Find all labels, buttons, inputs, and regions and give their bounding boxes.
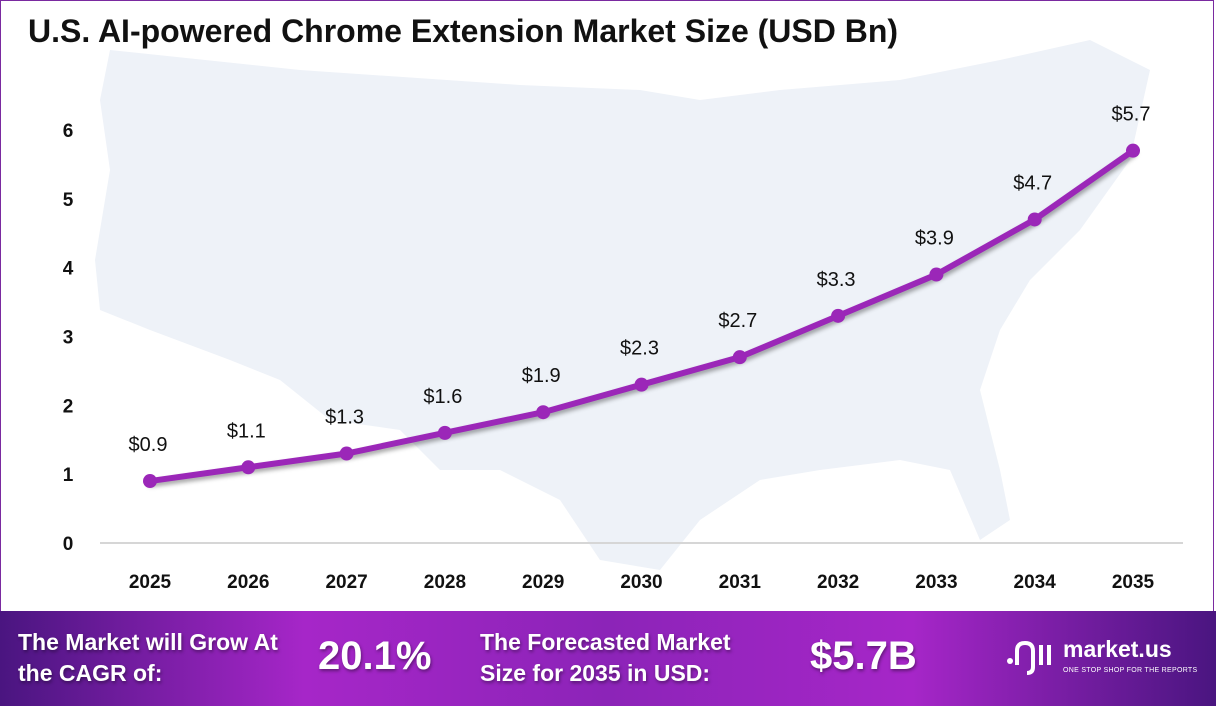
x-tick-label: 2031 — [719, 572, 762, 593]
data-label: $2.3 — [620, 338, 659, 360]
data-point — [831, 308, 846, 323]
data-point — [143, 474, 157, 489]
y-tick-label: 6 — [63, 121, 74, 142]
x-tick-label: 2035 — [1112, 572, 1155, 593]
data-point — [241, 460, 256, 475]
data-point — [929, 267, 944, 282]
data-point — [536, 405, 551, 420]
x-tick-label: 2028 — [424, 572, 466, 593]
y-tick-label: 3 — [63, 328, 74, 349]
x-tick-label: 2033 — [915, 572, 957, 593]
data-label: $1.9 — [522, 365, 561, 387]
chart-frame — [0, 0, 1214, 612]
cagr-value: 20.1% — [318, 634, 432, 678]
data-point — [634, 377, 649, 392]
forecast-value: $5.7B — [810, 634, 917, 678]
data-label: $5.7 — [1112, 104, 1151, 126]
y-tick-label: 5 — [63, 190, 74, 211]
data-label: $1.1 — [227, 420, 266, 442]
data-point — [437, 425, 452, 440]
data-point — [339, 446, 354, 461]
logo-tagline: ONE STOP SHOP FOR THE REPORTS — [1063, 667, 1198, 674]
data-label: $0.9 — [129, 434, 168, 456]
data-point — [1126, 143, 1140, 158]
logo-name: market.us — [1063, 636, 1172, 662]
y-tick-label: 4 — [63, 259, 74, 280]
x-tick-label: 2030 — [620, 572, 662, 593]
forecast-label: The Forecasted Market Size for 2035 in U… — [480, 629, 731, 686]
data-point — [1027, 212, 1042, 227]
data-label: $2.7 — [718, 310, 757, 332]
y-tick-label: 0 — [63, 534, 74, 555]
x-tick-label: 2026 — [227, 572, 269, 593]
chart-title: U.S. AI-powered Chrome Extension Market … — [28, 13, 899, 49]
x-tick-label: 2027 — [325, 572, 367, 593]
line-chart: 0 1 2 3 4 5 6 2025 2026 2027 2028 2029 2030 2031 2032… — [63, 40, 1183, 593]
footer-banner: The Market will Grow At the CAGR of: 20.… — [0, 611, 1216, 706]
data-label: $4.7 — [1013, 172, 1052, 194]
x-tick-label: 2034 — [1014, 572, 1057, 593]
market-us-logo-icon — [1007, 640, 1051, 675]
us-map-background — [95, 40, 1150, 570]
data-label: $3.3 — [817, 269, 856, 291]
x-tick-label: 2025 — [129, 572, 172, 593]
cagr-label: The Market will Grow At the CAGR of: — [18, 629, 278, 686]
data-label: $3.9 — [915, 228, 954, 250]
data-point — [732, 350, 747, 365]
data-label: $1.6 — [423, 386, 462, 408]
x-tick-label: 2029 — [522, 572, 564, 593]
x-tick-label: 2032 — [817, 572, 859, 593]
y-tick-label: 1 — [63, 465, 74, 486]
y-tick-label: 2 — [63, 396, 74, 417]
market-us-logo: market.us ONE STOP SHOP FOR THE REPORTS — [1005, 635, 1197, 675]
data-label: $1.3 — [325, 407, 364, 429]
